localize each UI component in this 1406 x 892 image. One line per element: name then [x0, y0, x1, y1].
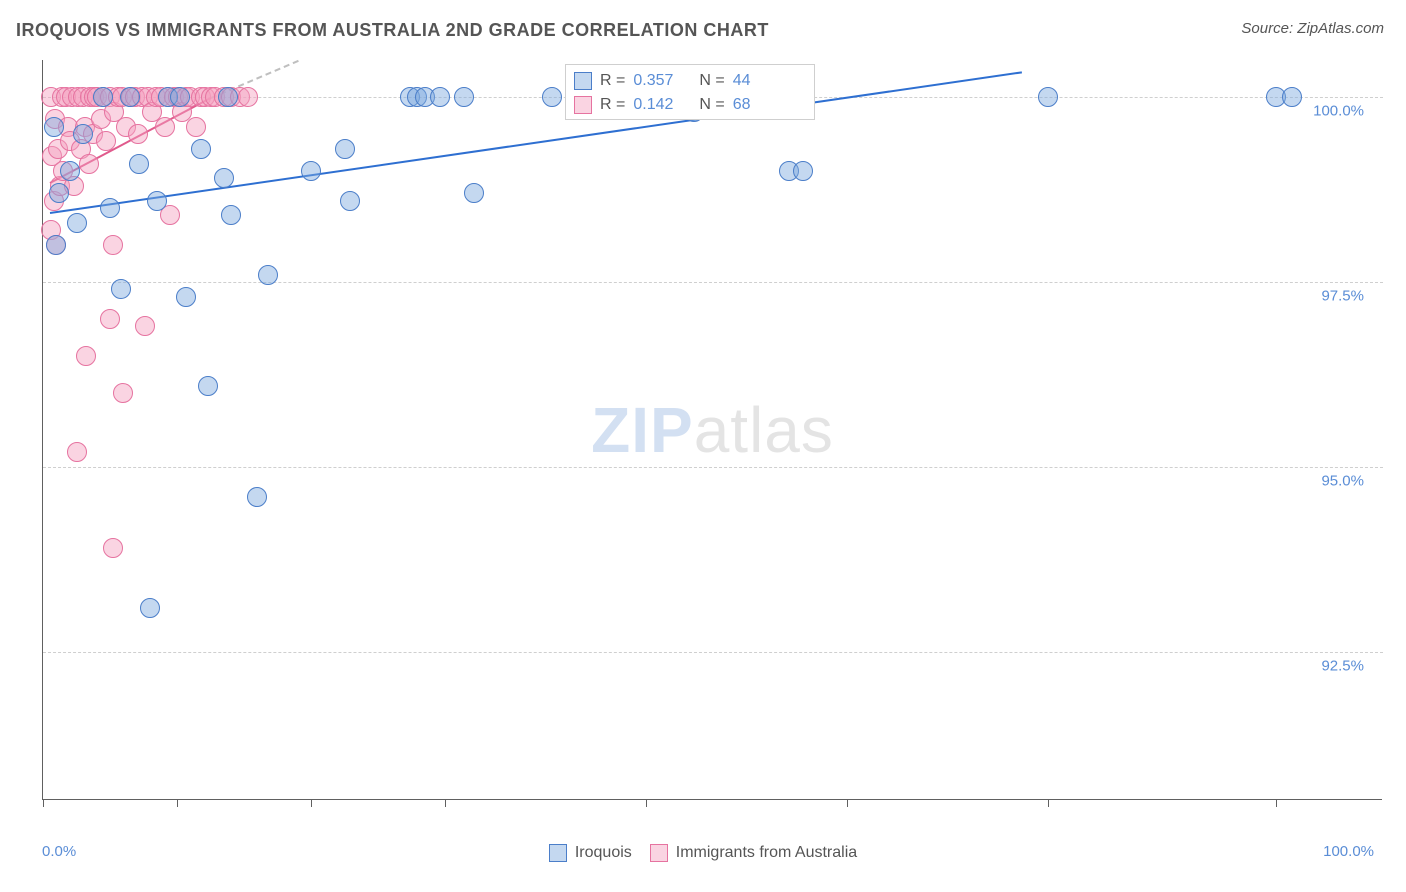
stats-N-pink: 68 — [733, 93, 751, 117]
data-point — [218, 87, 238, 107]
stats-n-label: N = — [699, 69, 724, 93]
chart-root: { "title": "IROQUOIS VS IMMIGRANTS FROM … — [0, 0, 1406, 892]
y-tick-label: 95.0% — [1317, 473, 1368, 490]
source-value: ZipAtlas.com — [1297, 20, 1384, 37]
data-point — [135, 316, 155, 336]
legend-label-pink: Immigrants from Australia — [676, 844, 857, 862]
data-point — [160, 205, 180, 225]
data-point — [111, 279, 131, 299]
stats-n-label: N = — [699, 93, 724, 117]
data-point — [170, 87, 190, 107]
source-label: Source: — [1241, 20, 1297, 37]
data-point — [542, 87, 562, 107]
data-point — [93, 87, 113, 107]
data-point — [1282, 87, 1302, 107]
x-tick — [646, 799, 647, 807]
watermark: ZIPatlas — [591, 393, 834, 467]
data-point — [301, 161, 321, 181]
data-point — [258, 265, 278, 285]
data-point — [186, 117, 206, 137]
data-point — [60, 161, 80, 181]
y-tick-label: 100.0% — [1309, 103, 1368, 120]
data-point — [67, 213, 87, 233]
swatch-pink — [574, 96, 592, 114]
data-point — [1038, 87, 1058, 107]
stats-N-blue: 44 — [733, 69, 751, 93]
data-point — [335, 139, 355, 159]
stats-row-blue: R = 0.357 N = 44 — [574, 69, 804, 93]
data-point — [454, 87, 474, 107]
y-axis-title: 2nd Grade — [0, 370, 5, 446]
watermark-zip: ZIP — [591, 394, 694, 466]
watermark-atlas: atlas — [694, 394, 834, 466]
stats-legend: R = 0.357 N = 44 R = 0.142 N = 68 — [565, 64, 815, 120]
legend-item-blue: Iroquois — [549, 844, 632, 862]
x-tick — [1276, 799, 1277, 807]
data-point — [129, 154, 149, 174]
gridline — [43, 652, 1383, 653]
data-point — [100, 198, 120, 218]
data-point — [76, 346, 96, 366]
data-point — [103, 235, 123, 255]
legend-label-blue: Iroquois — [575, 844, 632, 862]
gridline — [43, 467, 1383, 468]
data-point — [46, 235, 66, 255]
legend-swatch-pink — [650, 844, 668, 862]
data-point — [49, 183, 69, 203]
gridline — [43, 282, 1383, 283]
data-point — [96, 131, 116, 151]
data-point — [176, 287, 196, 307]
data-point — [140, 598, 160, 618]
stats-R-blue: 0.357 — [633, 69, 673, 93]
plot-area: ZIPatlas 92.5% 95.0% 97.5% 100.0% — [42, 60, 1382, 800]
x-tick — [311, 799, 312, 807]
legend-swatch-blue — [549, 844, 567, 862]
data-point — [238, 87, 258, 107]
data-point — [147, 191, 167, 211]
data-point — [793, 161, 813, 181]
stats-r-label: R = — [600, 69, 625, 93]
data-point — [198, 376, 218, 396]
data-point — [120, 87, 140, 107]
y-tick-label: 92.5% — [1317, 658, 1368, 675]
stats-r-label: R = — [600, 93, 625, 117]
data-point — [67, 442, 87, 462]
data-point — [113, 383, 133, 403]
x-tick — [43, 799, 44, 807]
data-point — [44, 117, 64, 137]
data-point — [247, 487, 267, 507]
data-point — [73, 124, 93, 144]
data-point — [79, 154, 99, 174]
data-point — [155, 117, 175, 137]
stats-row-pink: R = 0.142 N = 68 — [574, 93, 804, 117]
plot-surface: ZIPatlas 92.5% 95.0% 97.5% 100.0% — [42, 60, 1382, 800]
legend-item-pink: Immigrants from Australia — [650, 844, 857, 862]
data-point — [340, 191, 360, 211]
data-point — [221, 205, 241, 225]
x-tick — [177, 799, 178, 807]
data-point — [430, 87, 450, 107]
data-point — [464, 183, 484, 203]
stats-R-pink: 0.142 — [633, 93, 673, 117]
swatch-blue — [574, 72, 592, 90]
source-credit: Source: ZipAtlas.com — [1241, 20, 1384, 37]
x-tick — [847, 799, 848, 807]
data-point — [191, 139, 211, 159]
chart-title: IROQUOIS VS IMMIGRANTS FROM AUSTRALIA 2N… — [16, 20, 769, 41]
x-tick — [445, 799, 446, 807]
y-tick-label: 97.5% — [1317, 288, 1368, 305]
series-legend: Iroquois Immigrants from Australia — [0, 844, 1406, 862]
data-point — [103, 538, 123, 558]
data-point — [214, 168, 234, 188]
data-point — [100, 309, 120, 329]
data-point — [128, 124, 148, 144]
x-tick — [1048, 799, 1049, 807]
